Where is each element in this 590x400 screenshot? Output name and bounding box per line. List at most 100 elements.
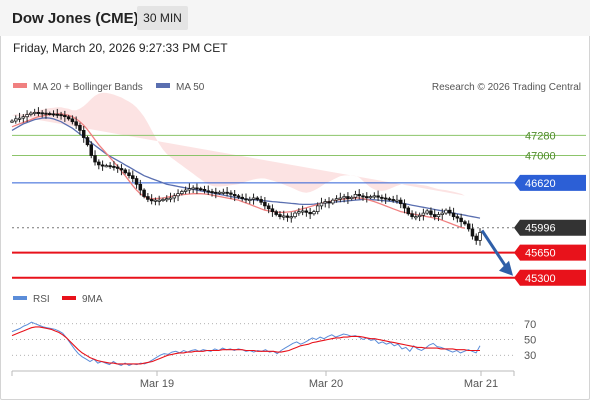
candle <box>478 228 482 246</box>
candle <box>255 196 260 202</box>
candle-body <box>127 172 131 177</box>
candle <box>327 197 331 209</box>
candle <box>331 198 335 205</box>
candle-body <box>32 112 37 114</box>
x-axis: Mar 19 Mar 20 Mar 21 <box>11 370 515 390</box>
candle <box>474 233 478 245</box>
candle-body <box>131 175 135 179</box>
candle <box>153 197 158 206</box>
candle <box>289 212 294 223</box>
candle-body <box>191 187 195 190</box>
candle <box>104 163 109 168</box>
candle-body <box>236 195 241 198</box>
candle-body <box>255 197 260 200</box>
candle-body <box>214 191 218 194</box>
candle <box>319 197 324 210</box>
candle <box>342 193 346 203</box>
candle <box>131 170 135 183</box>
candle-body <box>202 188 207 192</box>
level-label-46620: 46620 <box>525 178 556 190</box>
candle-body <box>119 168 124 171</box>
candle-body <box>112 165 116 168</box>
candle-body <box>142 189 146 197</box>
candle-body <box>478 232 482 241</box>
candle <box>198 186 203 192</box>
candle-body <box>229 192 233 195</box>
candle-body <box>134 178 139 185</box>
candle-body <box>263 201 267 207</box>
ma20-line <box>11 113 466 229</box>
rsi-tick-50: 50 <box>524 335 536 347</box>
candle-body <box>183 189 188 192</box>
candle-body <box>304 210 309 213</box>
level-label-47280: 47280 <box>525 130 556 142</box>
legend-ma50: MA 50 <box>156 82 205 93</box>
candle <box>202 185 207 194</box>
candle-body <box>81 130 86 138</box>
candle <box>466 220 471 232</box>
candle-body <box>395 199 399 202</box>
candle <box>293 211 297 219</box>
candle <box>232 189 237 202</box>
candle-body <box>14 118 18 122</box>
timeframe-button[interactable]: 30 MIN <box>137 6 188 30</box>
bollinger-band-area <box>12 92 465 196</box>
candle-body <box>327 201 331 204</box>
ma20-legend-text: MA 20 + Bollinger Bands <box>33 82 143 93</box>
candle-body <box>146 196 150 200</box>
candle-body <box>285 215 290 218</box>
candle-body <box>474 235 478 241</box>
candle <box>32 108 37 116</box>
candle <box>70 115 75 125</box>
x-tick-label: Mar 21 <box>464 378 498 390</box>
ma20-swatch <box>13 83 27 88</box>
candle-body <box>36 112 41 114</box>
candle-body <box>414 216 418 219</box>
candle <box>448 206 452 216</box>
candle <box>357 189 361 200</box>
candle-body <box>270 208 275 212</box>
candle-body <box>312 211 316 215</box>
candle <box>281 210 286 221</box>
candle <box>251 193 256 205</box>
candle-body <box>10 120 14 123</box>
candle <box>138 179 143 196</box>
candle <box>266 203 271 214</box>
candle <box>308 207 312 220</box>
candle <box>429 207 433 218</box>
rsi-legend-text: RSI <box>33 294 50 305</box>
candle-body <box>198 188 203 191</box>
candle <box>391 195 395 203</box>
candle <box>97 159 101 170</box>
candle-body <box>210 191 214 194</box>
candle-body <box>315 205 320 212</box>
candle <box>221 188 226 195</box>
candle <box>180 189 184 196</box>
candle-body <box>274 211 278 215</box>
candle <box>36 107 41 117</box>
candle-body <box>365 196 369 199</box>
candle-body <box>387 198 392 201</box>
candle-body <box>448 209 452 214</box>
candle <box>368 194 373 200</box>
candle <box>440 208 445 220</box>
candle-body <box>21 116 26 119</box>
candle <box>395 194 399 204</box>
candle <box>63 110 67 122</box>
candle <box>451 207 456 221</box>
candle-body <box>195 187 199 190</box>
candle <box>51 110 56 117</box>
candle-body <box>206 190 211 193</box>
candle-body <box>361 195 365 198</box>
candle-body <box>466 223 471 230</box>
candle <box>353 190 358 200</box>
candle-body <box>334 198 339 201</box>
candle <box>444 208 448 215</box>
candle <box>248 196 252 204</box>
candle-body <box>398 199 403 205</box>
research-credit: Research © 2026 Trading Central <box>432 82 581 93</box>
candle-body <box>89 144 94 156</box>
candle <box>10 119 14 123</box>
candle-body <box>51 113 56 116</box>
